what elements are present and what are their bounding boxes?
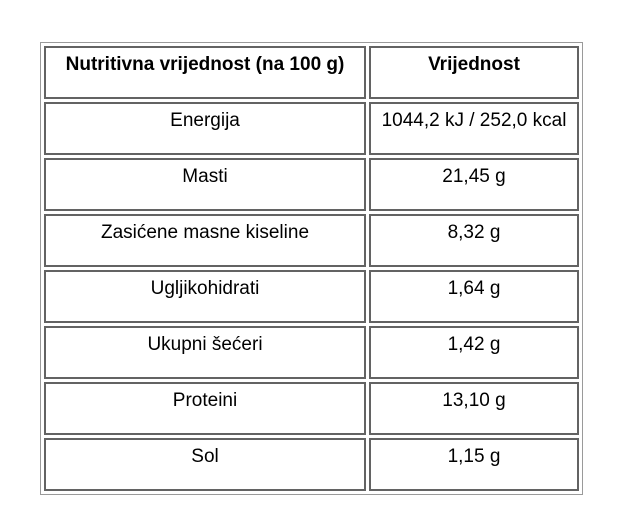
nutrient-name: Sol <box>44 438 366 491</box>
table-row: Energija 1044,2 kJ / 252,0 kcal <box>44 102 579 155</box>
table-row: Masti 21,45 g <box>44 158 579 211</box>
table-header: Nutritivna vrijednost (na 100 g) Vrijedn… <box>44 46 579 99</box>
nutrient-value: 1,15 g <box>369 438 579 491</box>
nutrient-value: 1044,2 kJ / 252,0 kcal <box>369 102 579 155</box>
header-nutrient: Nutritivna vrijednost (na 100 g) <box>44 46 366 99</box>
table-row: Proteini 13,10 g <box>44 382 579 435</box>
header-row: Nutritivna vrijednost (na 100 g) Vrijedn… <box>44 46 579 99</box>
header-value: Vrijednost <box>369 46 579 99</box>
nutrient-value: 1,42 g <box>369 326 579 379</box>
table-row: Sol 1,15 g <box>44 438 579 491</box>
nutrition-facts-table: Nutritivna vrijednost (na 100 g) Vrijedn… <box>40 42 583 495</box>
table-row: Ukupni šećeri 1,42 g <box>44 326 579 379</box>
nutrient-name: Masti <box>44 158 366 211</box>
nutrient-name: Zasićene masne kiseline <box>44 214 366 267</box>
nutrient-name: Ukupni šećeri <box>44 326 366 379</box>
nutrient-value: 21,45 g <box>369 158 579 211</box>
nutrient-value: 13,10 g <box>369 382 579 435</box>
nutrient-name: Energija <box>44 102 366 155</box>
table-body: Energija 1044,2 kJ / 252,0 kcal Masti 21… <box>44 102 579 491</box>
table-row: Zasićene masne kiseline 8,32 g <box>44 214 579 267</box>
nutrient-name: Proteini <box>44 382 366 435</box>
table-row: Ugljikohidrati 1,64 g <box>44 270 579 323</box>
nutrient-value: 1,64 g <box>369 270 579 323</box>
nutrient-name: Ugljikohidrati <box>44 270 366 323</box>
nutrient-value: 8,32 g <box>369 214 579 267</box>
